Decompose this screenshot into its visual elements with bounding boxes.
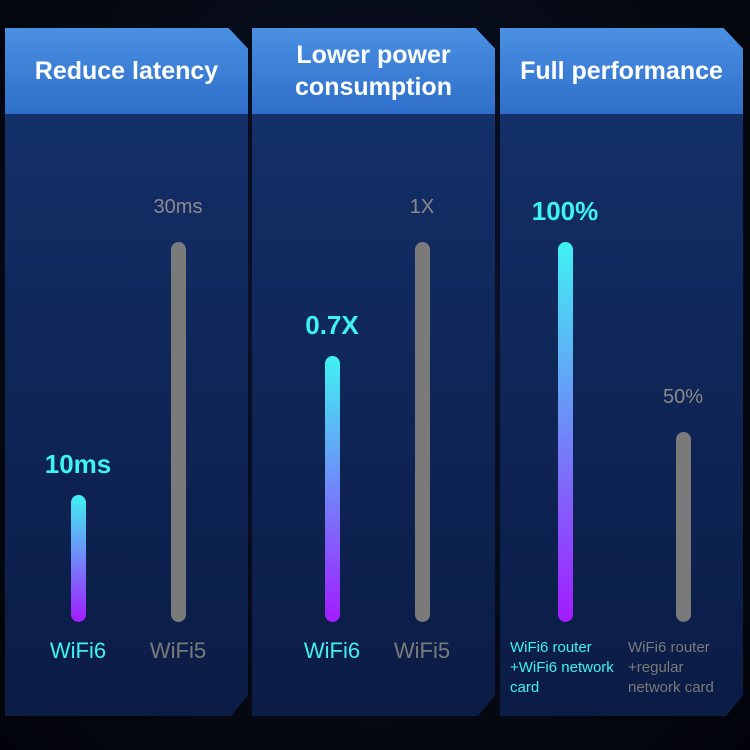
bar xyxy=(557,242,573,622)
panel: Reduce latency 10ms WiFi6 30ms WiFi5 xyxy=(5,28,248,716)
category-label: WiFi5 xyxy=(393,638,451,663)
bar xyxy=(70,495,86,622)
value-label: 30ms xyxy=(153,196,203,218)
value-label: 10ms xyxy=(44,449,112,480)
value-label: 100% xyxy=(531,196,599,226)
value-label: 50% xyxy=(662,386,704,408)
panel-title: Full performance xyxy=(500,28,743,114)
category-label: WiFi6 router +regular network card xyxy=(628,639,714,696)
value-label: 0.7X xyxy=(305,310,359,340)
bar xyxy=(170,242,186,622)
panel: Lower power consumption 0.7X WiFi6 1X WiFi5 xyxy=(252,28,495,716)
bar xyxy=(675,432,691,622)
category-label: WiFi5 xyxy=(149,638,207,663)
category-label: WiFi6 xyxy=(49,638,107,663)
category-label: WiFi6 router +WiFi6 network card xyxy=(510,639,614,696)
panel-title: Lower power consumption xyxy=(252,28,495,114)
bar xyxy=(324,356,340,622)
category-label: WiFi6 xyxy=(303,638,361,663)
panel: Full performance 100% WiFi6 router +WiFi6 … xyxy=(500,28,743,716)
bar xyxy=(414,242,430,622)
value-label: 1X xyxy=(409,196,435,218)
panel-title: Reduce latency xyxy=(5,28,248,114)
